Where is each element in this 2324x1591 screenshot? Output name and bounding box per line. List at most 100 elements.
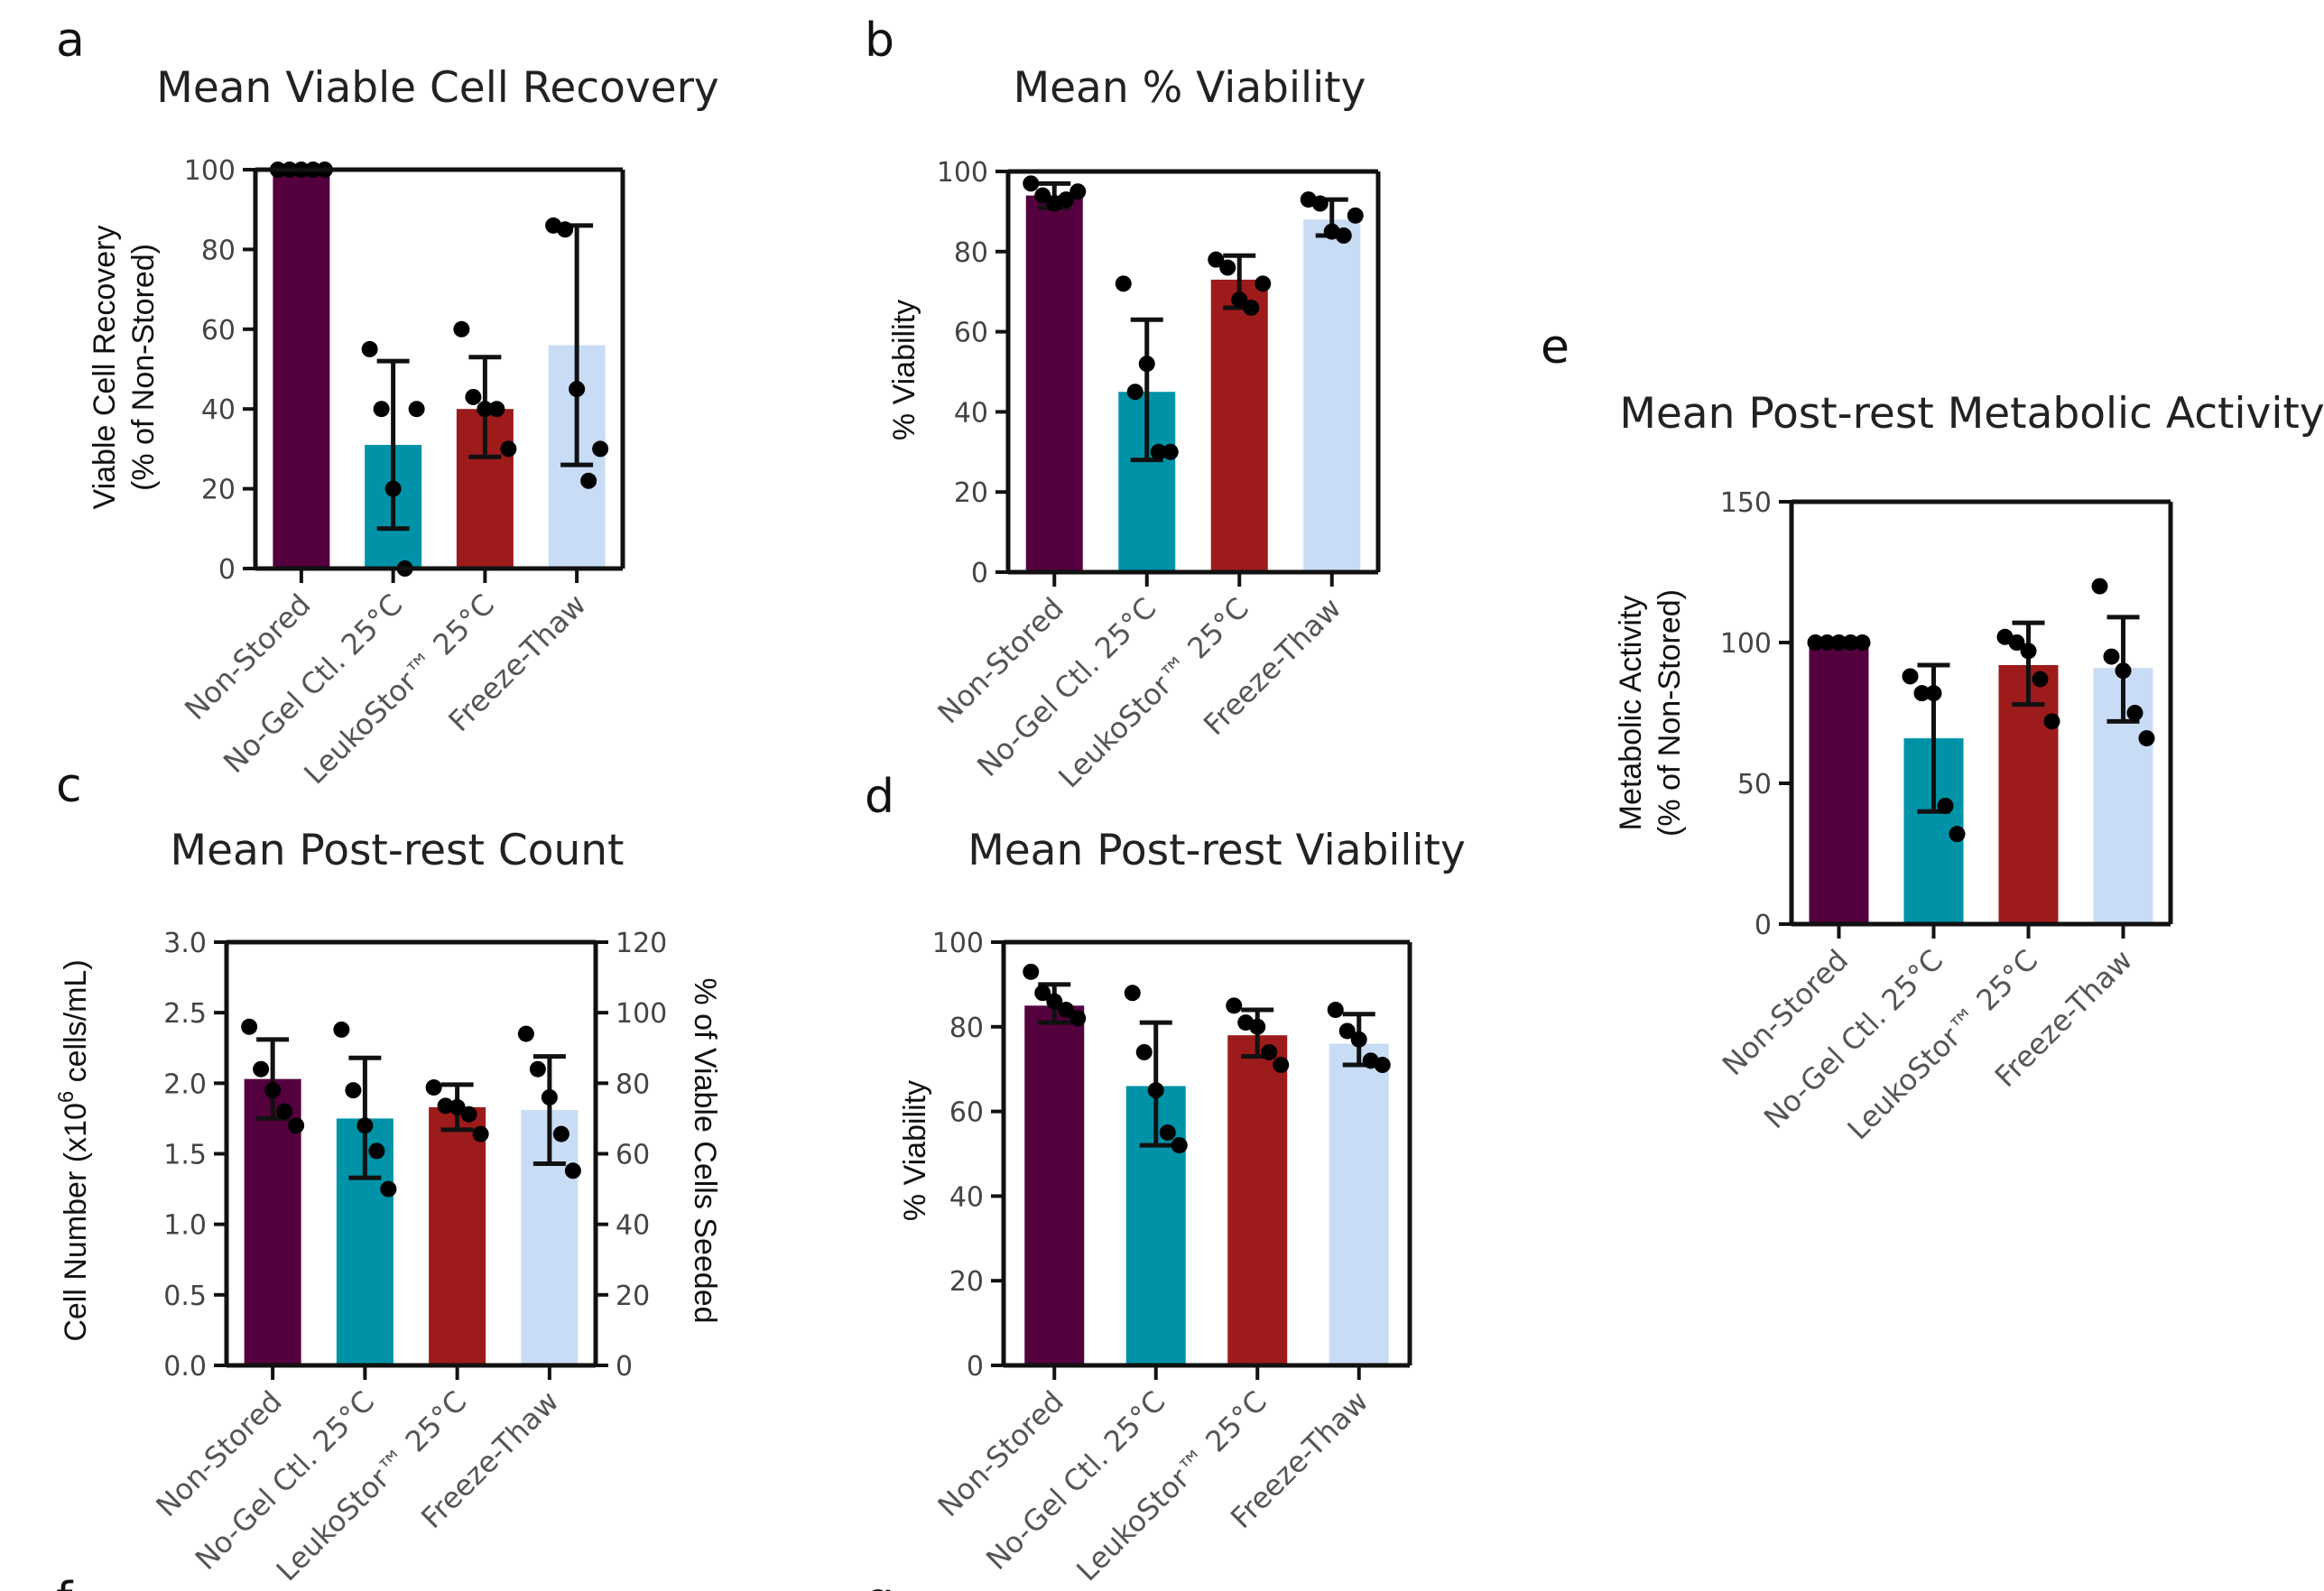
y-tick-label-c-5: 2.0 bbox=[163, 1068, 207, 1100]
panel-a: a Mean Viable Cell Recovery Viable Cell … bbox=[56, 14, 719, 509]
data-point-b-3-4 bbox=[1243, 299, 1260, 316]
bar-e-3 bbox=[1998, 664, 2059, 924]
y-tick-label-c-6: 2.5 bbox=[163, 998, 207, 1030]
data-point-d-2-2 bbox=[1135, 1043, 1153, 1060]
panel-letter-b: b bbox=[865, 14, 894, 68]
y2-tick-label-c-7: 120 bbox=[616, 928, 667, 959]
y-tick-label-d-4: 60 bbox=[949, 1097, 984, 1129]
y-tick-label-e-3: 100 bbox=[1720, 628, 1772, 660]
panel-letter-e: e bbox=[1541, 320, 1569, 375]
chart-title-b: Mean % Viability bbox=[1014, 63, 1366, 113]
data-point-e-4-4 bbox=[2126, 705, 2143, 721]
bar-e-1 bbox=[1809, 643, 1869, 924]
data-point-a-4-3 bbox=[569, 381, 586, 398]
data-point-c-2-2 bbox=[345, 1082, 362, 1099]
y-axis-label-a-line2: (% of Non-Stored) bbox=[126, 244, 161, 491]
y-axis-label-e-line1: Metabolic Activity bbox=[1614, 596, 1648, 831]
panel-letter-f: f bbox=[56, 1573, 74, 1591]
y-axis-label-d: % Viability bbox=[898, 1080, 932, 1221]
data-point-d-1-5 bbox=[1069, 1010, 1087, 1027]
y-tick-label-c-1: 0.0 bbox=[163, 1351, 207, 1383]
data-point-e-2-4 bbox=[1937, 797, 1954, 814]
data-point-e-3-2 bbox=[2008, 634, 2025, 651]
data-point-b-1-2 bbox=[1034, 187, 1051, 204]
data-point-b-2-1 bbox=[1115, 275, 1132, 292]
data-point-a-3-3 bbox=[477, 401, 494, 418]
data-point-d-4-3 bbox=[1350, 1031, 1367, 1048]
data-point-c-2-3 bbox=[356, 1117, 374, 1134]
bar-d-3 bbox=[1227, 1035, 1288, 1365]
y-tick-label-b-4: 60 bbox=[954, 318, 988, 349]
y-tick-label-b-5: 80 bbox=[954, 237, 988, 269]
y-axis-label-c-part1: Cell Number (x10 bbox=[59, 1103, 93, 1342]
category-label-d-3: LeukoStor™ 25°C bbox=[1069, 1384, 1273, 1588]
y-axis-label-b: % Viability bbox=[887, 300, 921, 440]
bar-a-1 bbox=[273, 170, 330, 569]
y-tick-label-a-5: 80 bbox=[201, 235, 236, 266]
data-point-b-2-4 bbox=[1150, 443, 1167, 460]
chart-title-d: Mean Post-rest Viability bbox=[968, 826, 1466, 875]
y2-axis-label-c: % of Viable Cells Seeded bbox=[688, 977, 722, 1323]
y-tick-label-a-4: 60 bbox=[201, 315, 236, 347]
data-point-d-2-5 bbox=[1171, 1137, 1188, 1154]
panel-b: b Mean % Viability % Viability bbox=[865, 14, 1366, 440]
data-point-e-4-3 bbox=[2115, 662, 2132, 680]
bar-d-4 bbox=[1329, 1043, 1389, 1365]
data-point-a-2-2 bbox=[373, 401, 390, 418]
data-point-d-3-4 bbox=[1261, 1043, 1278, 1060]
y-tick-label-a-6: 100 bbox=[184, 155, 236, 187]
y2-tick-label-c-5: 80 bbox=[616, 1068, 650, 1100]
y-tick-label-c-2: 0.5 bbox=[163, 1281, 207, 1312]
data-point-a-3-5 bbox=[500, 440, 517, 458]
data-point-e-1-1 bbox=[1807, 634, 1824, 651]
y-tick-label-a-3: 40 bbox=[201, 394, 236, 426]
data-point-e-2-5 bbox=[1949, 826, 1966, 843]
panel-d: d Mean Post-rest Viability % Viability bbox=[865, 770, 1466, 1221]
data-point-d-3-3 bbox=[1249, 1018, 1266, 1035]
data-point-c-1-3 bbox=[264, 1082, 282, 1099]
data-point-c-2-1 bbox=[333, 1021, 350, 1038]
bar-b-3 bbox=[1210, 279, 1268, 572]
panel-letter-a: a bbox=[56, 14, 85, 68]
panel-letter-c: c bbox=[56, 759, 82, 813]
bar-b-4 bbox=[1303, 219, 1361, 572]
y-axis-label-c-part2: cells/mL) bbox=[59, 959, 93, 1090]
data-point-c-4-1 bbox=[517, 1025, 534, 1042]
chart-title-c: Mean Post-rest Count bbox=[171, 826, 625, 875]
y-tick-label-b-3: 40 bbox=[954, 397, 988, 429]
data-point-c-1-2 bbox=[253, 1060, 270, 1078]
data-point-b-2-3 bbox=[1138, 356, 1155, 373]
y-tick-label-b-6: 100 bbox=[937, 157, 988, 189]
data-point-e-4-1 bbox=[2091, 578, 2108, 595]
data-point-c-4-2 bbox=[529, 1060, 546, 1078]
data-point-a-4-2 bbox=[557, 221, 574, 238]
data-point-c-3-1 bbox=[425, 1079, 442, 1096]
data-point-c-3-5 bbox=[472, 1125, 489, 1142]
data-point-d-2-3 bbox=[1147, 1082, 1164, 1099]
y2-tick-label-c-1: 0 bbox=[616, 1351, 633, 1383]
category-label-e-2: No-Gel Ctl. 25°C bbox=[1757, 943, 1949, 1135]
data-point-a-3-2 bbox=[465, 388, 482, 405]
panel-letter-g: g bbox=[865, 1573, 894, 1591]
data-point-e-1-3 bbox=[1830, 634, 1847, 651]
y-tick-label-e-2: 50 bbox=[1737, 769, 1772, 800]
y2-tick-label-c-6: 100 bbox=[616, 998, 667, 1030]
data-point-c-4-5 bbox=[564, 1162, 581, 1179]
data-point-b-3-5 bbox=[1255, 275, 1272, 292]
y-tick-label-c-3: 1.0 bbox=[163, 1210, 207, 1242]
y-tick-label-c-4: 1.5 bbox=[163, 1140, 207, 1171]
y-tick-label-d-6: 100 bbox=[932, 928, 984, 959]
data-point-e-2-2 bbox=[1913, 685, 1930, 702]
data-point-b-3-2 bbox=[1219, 259, 1236, 276]
bar-d-1 bbox=[1024, 1005, 1085, 1365]
data-point-a-4-4 bbox=[580, 472, 597, 489]
data-point-e-4-5 bbox=[2138, 730, 2155, 747]
data-point-a-4-5 bbox=[592, 440, 609, 458]
data-point-e-1-4 bbox=[1842, 634, 1859, 651]
data-point-d-4-1 bbox=[1327, 1002, 1344, 1019]
y-tick-label-d-2: 20 bbox=[949, 1266, 984, 1298]
data-point-e-2-3 bbox=[1925, 685, 1942, 702]
data-point-e-4-2 bbox=[2103, 648, 2120, 665]
